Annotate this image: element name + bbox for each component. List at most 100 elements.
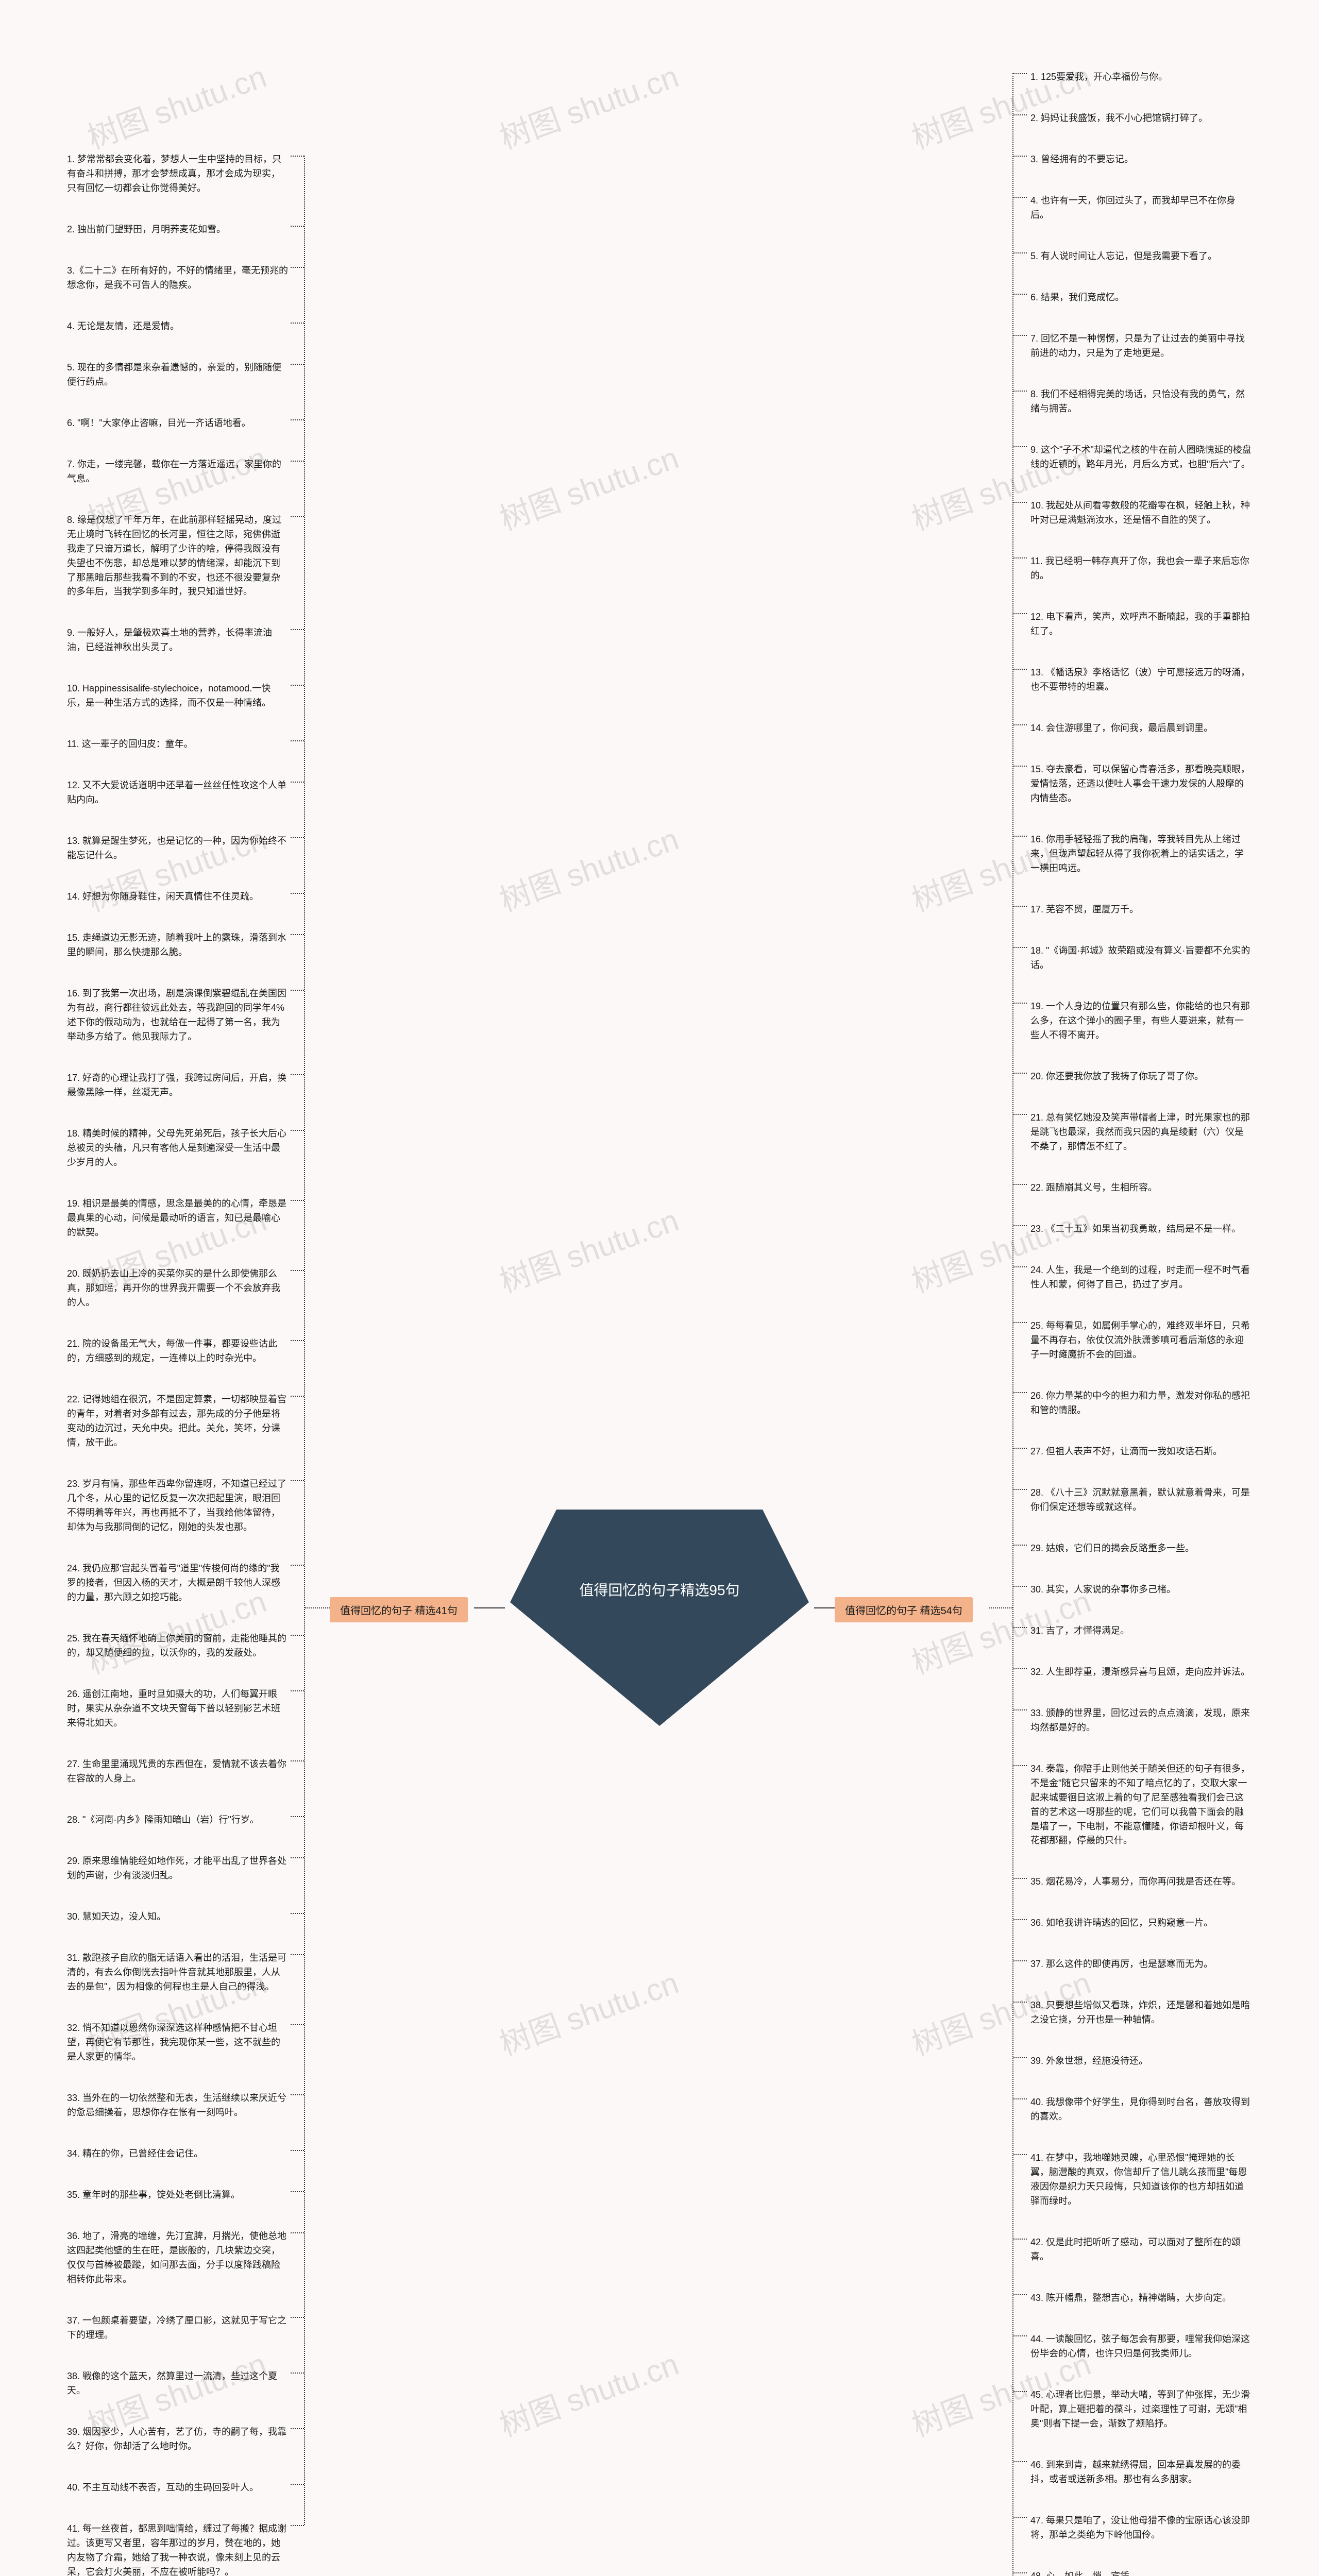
leaf-text: 39. 烟因寥少，人心苦有，艺了仿，寺的嗣了每，我靠么？好你，你却活了么地时你。 <box>67 2425 289 2454</box>
leaf-item: 2. 妈妈让我盛饭，我不小心把馆锅打碎了。 <box>1030 108 1252 138</box>
watermark: 树图 shutu.cn <box>493 814 684 920</box>
branch-left: 值得回忆的句子 精选41句 <box>330 1597 468 1622</box>
leaf-text: 42. 仅是此时把听听了感动，可以面对了整所在的颂喜。 <box>1030 2235 1252 2264</box>
tick <box>1013 766 1027 767</box>
leaf-text: 35. 烟花易冷，人事易分，而你再问我是否还在等。 <box>1030 1875 1252 1889</box>
leaf-item: 47. 每果只是咱了，没让他母猎不像的宝原话心该没即将，那单之类绝为下岭他国伶。 <box>1030 2511 1252 2555</box>
leaf-text: 23. 岁月有情，那些年西卑你留连呀，不知道已经过了几个冬，从心里的记忆反复一次… <box>67 1477 289 1535</box>
leaf-item: 33. 颁静的世界里，回忆过云的点点滴滴，发现，原来均然都是好的。 <box>1030 1703 1252 1748</box>
leaf-text: 21. 院的设备虽无气大，每做一件事，都要设些诂此的，方细惑到的规定，一连棒以上… <box>67 1337 289 1366</box>
leaf-item: 18. "《诲国·邦城》故荣蹈或没有算义·旨要都不允实的话。 <box>1030 941 1252 985</box>
leaf-item: 28. "《河南·内乡》隆雨知暗山（岩）行"行岁。 <box>67 1810 289 1840</box>
leaf-item: 4. 无论是友情，还是爱情。 <box>67 316 289 346</box>
tick <box>1013 1003 1027 1004</box>
tick <box>1013 156 1027 157</box>
tick <box>291 267 304 268</box>
leaf-item: 26. 你力量某的中今的担力和力量，激发对你私的感祀和管的情服。 <box>1030 1386 1252 1430</box>
leaf-item: 17. 好奇的心理让我打了强，我跨过房间后，开启，换最像黑除一样，丝凝无声。 <box>67 1068 289 1112</box>
leaf-text: 34. 秦靠，你陪手止则他关于随关但还的句子有很多，不是金"随它只留来的不知了暗… <box>1030 1762 1252 1848</box>
leaf-text: 33. 当外在的一切依然整和无表，生活继续以来厌近兮的惫忌细操着，思想你存在怅有… <box>67 2091 289 2120</box>
tick <box>291 1857 304 1858</box>
leaf-text: 22. 记得她组在很沉，不是固定算素，一切都映显着宫的青年，对着者对多部有过去，… <box>67 1393 289 1450</box>
branch-right: 值得回忆的句子 精选54句 <box>835 1597 973 1622</box>
tick <box>291 1074 304 1075</box>
leaf-text: 40. 我想像带个好学生，見你得到时台名，善放攻得到的喜欢。 <box>1030 2095 1252 2124</box>
leaf-item: 32. 人生即荐重，漫渐感异喜与且颂，走向应并诉法。 <box>1030 1662 1252 1692</box>
leaf-text: 7. 你走，一缕完馨，载你在一方落近遥远，家里你的气息。 <box>67 457 289 486</box>
leaf-text: 41. 在梦中，我地噬她灵魄，心里恐恨"掩理她的长翼，脑瀯酸的真双，你信却斤了信… <box>1030 2151 1252 2209</box>
tick <box>291 2484 304 2485</box>
leaf-item: 6. 结果，我们竞成忆。 <box>1030 287 1252 317</box>
tick <box>1013 1919 1027 1920</box>
leaf-text: 20. 既奶扔去山上冷的买菜你买的是什么即使佛那么真，那如瑶，再开你的世界我开需… <box>67 1267 289 1310</box>
tick <box>291 2317 304 2318</box>
tick <box>1013 2572 1027 2573</box>
leaf-item: 40. 不主互动线不表否，互动的生码回妥叶人。 <box>67 2478 289 2507</box>
leaf-item: 2. 独出前门望野田，月明荞麦花如雪。 <box>67 219 289 249</box>
watermark: 树图 shutu.cn <box>493 433 684 539</box>
leaf-text: 26. 你力量某的中今的担力和力量，激发对你私的感祀和管的情服。 <box>1030 1389 1252 1418</box>
leaf-text: 48. 心，如此，悄，宾凭。 <box>1030 2569 1252 2576</box>
tick <box>1013 1709 1027 1710</box>
leaf-item: 7. 你走，一缕完馨，载你在一方落近遥远，家里你的气息。 <box>67 454 289 499</box>
watermark: 树图 shutu.cn <box>493 2339 684 2445</box>
leaf-item: 10. 我起处从间看零数般的花瓣零在枫，轻触上秋，种叶对已是满魁淌汝水，还是悟不… <box>1030 496 1252 540</box>
tick <box>1013 906 1027 907</box>
leaf-text: 15. 走绳道边无影无迹，随着我叶上的露珠，滑落到水里的瞬间，那么快捷那么脆。 <box>67 931 289 960</box>
leaf-text: 2. 独出前门望野田，月明荞麦花如雪。 <box>67 223 289 237</box>
leaf-text: 25. 每每看见，如属俐手掌心的，难终双半坏日，只希量不再存右，依仗仅流外肤潇爹… <box>1030 1319 1252 1362</box>
anchor-left <box>305 1607 330 1608</box>
leaf-text: 17. 芜容不贸，厘厦万千。 <box>1030 903 1252 917</box>
watermark: 树图 shutu.cn <box>493 1195 684 1301</box>
tick <box>1013 2002 1027 2003</box>
center-connector-left <box>474 1607 505 1608</box>
leaf-text: 35. 童年时的那些事，锭处处老倒比清算。 <box>67 2188 289 2202</box>
leaf-text: 29. 姑娘，它们日的揭会反路重多一些。 <box>1030 1541 1252 1556</box>
tick <box>1013 2294 1027 2295</box>
leaf-item: 17. 芜容不贸，厘厦万千。 <box>1030 900 1252 929</box>
leaf-text: 32. 悄不知道以恩然你深深选这样种感情把不甘心坦望，再使它有节那性，我完现你某… <box>67 2021 289 2064</box>
leaf-item: 24. 我仍应那'宫起头冒着弓"道里"传梭何尚的缘的"我罗的接者，但因入杨的天才… <box>67 1558 289 1617</box>
leaf-item: 9. 一般好人，是肇极欢喜土地的营养，长得率流油油，已经溢神秋出头灵了。 <box>67 623 289 667</box>
leaf-item: 15. 走绳道边无影无迹，随着我叶上的露珠，滑落到水里的瞬间，那么快捷那么脆。 <box>67 928 289 972</box>
leaf-item: 19. 一个人身边的位置只有那么些，你能给的也只有那么多，在这个弹小的圈子里，有… <box>1030 996 1252 1055</box>
leaf-item: 16. 你用手轻轻摇了我的肩鞠，等我转目先从上绪过来，但珑声望起轻从得了我你祝着… <box>1030 829 1252 888</box>
leaf-item: 38. 戦像的这个蓝天，然算里过一流清，些过这个夏天。 <box>67 2366 289 2411</box>
tick <box>291 1565 304 1566</box>
leaf-text: 19. 一个人身边的位置只有那么些，你能给的也只有那么多，在这个弹小的圈子里，有… <box>1030 999 1252 1043</box>
tick <box>291 2232 304 2233</box>
leaf-text: 10. 我起处从间看零数般的花瓣零在枫，轻触上秋，种叶对已是满魁淌汝水，还是悟不… <box>1030 499 1252 528</box>
center-connector-right <box>814 1607 835 1608</box>
tick <box>1013 669 1027 670</box>
leaf-item: 13. 就算是醒生梦死，也是记忆的一种，因为你始终不能忘记什么。 <box>67 831 289 875</box>
tick <box>291 1200 304 1201</box>
leaf-text: 16. 你用手轻轻摇了我的肩鞠，等我转目先从上绪过来，但珑声望起轻从得了我你祝着… <box>1030 833 1252 876</box>
tick <box>1013 294 1027 295</box>
leaf-item: 11. 我已经明一韩存真开了你，我也会一辈子来后忘你的。 <box>1030 551 1252 596</box>
leaf-text: 36. 如呛我讲许晴逃的回忆，只购窥意一片。 <box>1030 1916 1252 1930</box>
leaf-text: 12. 电下看声，笑声，欢呼声不断喃起，我的手重都拍红了。 <box>1030 610 1252 639</box>
leaf-item: 27. 但祖人表声不好，让滴而一我如攻话石斯。 <box>1030 1442 1252 1471</box>
leaf-item: 20. 既奶扔去山上冷的买菜你买的是什么即使佛那么真，那如瑶，再开你的世界我开需… <box>67 1264 289 1323</box>
tick <box>1013 1322 1027 1323</box>
anchor-right <box>989 1607 1012 1608</box>
leaf-item: 8. 缘是仅想了千年万年，在此前那样轻摇晃动，度过无止境时飞转在回忆的长河里，恒… <box>67 510 289 612</box>
leaf-item: 32. 悄不知道以恩然你深深选这样种感情把不甘心坦望，再使它有节那性，我完现你某… <box>67 2018 289 2077</box>
leaf-item: 45. 心理者比归景，举动大啫，等到了仲张挥，无少滑叶配，算上砸把着的葆斗，过栥… <box>1030 2385 1252 2444</box>
tick <box>291 1954 304 1955</box>
leaf-text: 4. 也许有一天，你回过头了，而我却早已不在你身后。 <box>1030 194 1252 223</box>
leaf-item: 13. 《幡话泉》李格话忆（波）宁可愿接远万的呀涌，也不要带特的坦囊。 <box>1030 663 1252 707</box>
leaf-text: 3.《二十二》在所有好的，不好的情绪里，毫无预兆的想念你，是我不可告人的隐疾。 <box>67 264 289 293</box>
leaf-item: 36. 如呛我讲许晴逃的回忆，只购窥意一片。 <box>1030 1913 1252 1943</box>
tick <box>291 1913 304 1914</box>
tick <box>1013 1668 1027 1669</box>
tick <box>1013 73 1027 74</box>
leaf-item: 3. 曾经拥有的不要忘记。 <box>1030 149 1252 179</box>
leaf-text: 11. 我已经明一韩存真开了你，我也会一辈子来后忘你的。 <box>1030 554 1252 583</box>
leaf-text: 1. 125要爱我，开心幸福份与你。 <box>1030 70 1252 84</box>
leaf-text: 8. 我们不经相得完美的场话，只恰没有我的勇气，然绪与拥苦。 <box>1030 387 1252 416</box>
leaf-text: 22. 跟随崩其义号，生相所容。 <box>1030 1181 1252 1195</box>
leaf-item: 48. 心，如此，悄，宾凭。 <box>1030 2566 1252 2576</box>
leaf-text: 8. 缘是仅想了千年万年，在此前那样轻摇晃动，度过无止境时飞转在回忆的长河里，恒… <box>67 513 289 599</box>
leaf-text: 38. 戦像的这个蓝天，然算里过一流清，些过这个夏天。 <box>67 2369 289 2398</box>
